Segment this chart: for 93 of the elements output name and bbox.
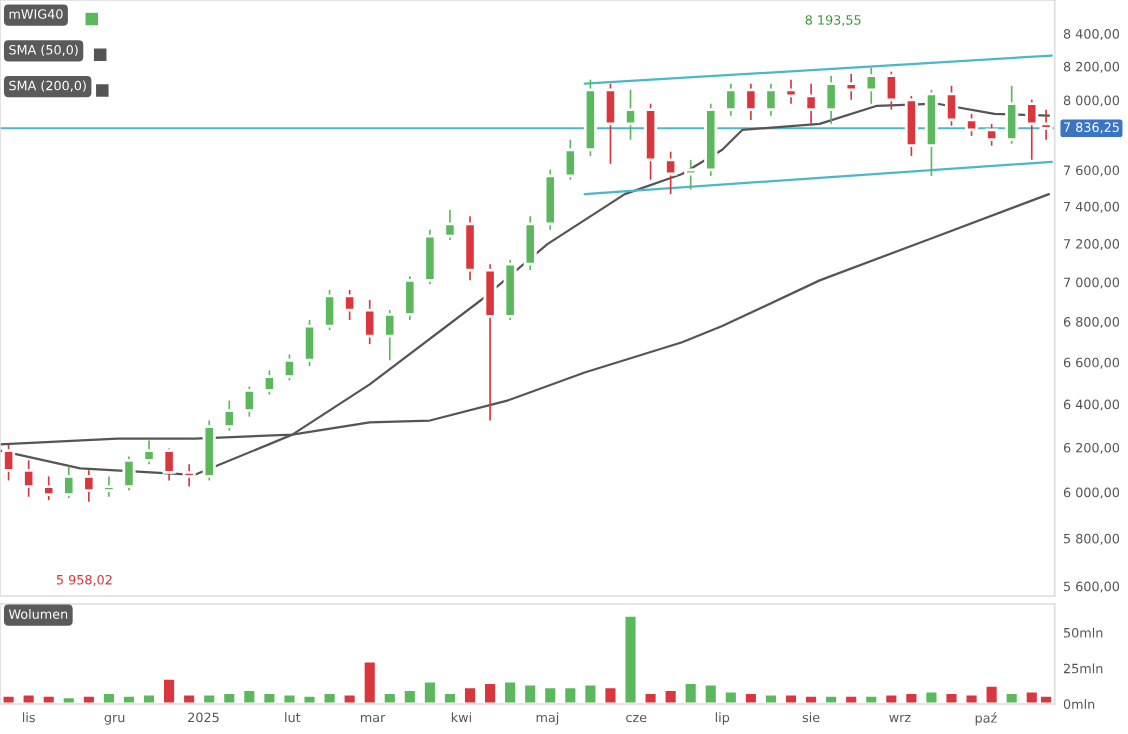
bar (602, 685, 619, 704)
candlestick (724, 82, 738, 117)
bar (863, 694, 880, 704)
candlestick (122, 455, 136, 492)
bar (743, 691, 759, 704)
candlestick (623, 88, 638, 141)
candlestick (242, 385, 256, 418)
bar (763, 692, 779, 704)
bar (562, 685, 579, 704)
bar (923, 689, 940, 704)
candlestick (22, 459, 36, 498)
bar (682, 681, 699, 704)
bar (402, 688, 418, 704)
bar (542, 685, 559, 704)
line-series (0, 102, 1051, 476)
candlestick (543, 169, 557, 231)
bar (181, 692, 197, 704)
candlestick (323, 289, 337, 331)
bar (702, 682, 719, 704)
candlestick (764, 82, 778, 117)
candlestick (2, 443, 16, 482)
bar (442, 691, 458, 704)
bar (1003, 691, 1020, 704)
candlestick (383, 309, 397, 362)
candlestick (343, 289, 357, 321)
bar (81, 694, 97, 704)
bar (241, 688, 258, 704)
candlestick (282, 353, 297, 382)
bar (522, 682, 539, 704)
candlestick (62, 465, 76, 499)
bar (141, 692, 157, 704)
bar (301, 694, 318, 704)
bar (502, 679, 518, 704)
candlestick (684, 159, 698, 191)
candlestick (904, 95, 918, 157)
bar (482, 681, 498, 704)
bar (662, 688, 679, 704)
bar (201, 692, 218, 704)
candlestick (182, 463, 196, 488)
bar (161, 676, 177, 704)
candlestick (463, 215, 477, 282)
bar (462, 685, 478, 704)
candlestick (363, 298, 377, 345)
candlestick (864, 66, 878, 105)
candlestick (784, 78, 798, 105)
bar (722, 689, 739, 704)
bar (261, 691, 278, 704)
bar (943, 691, 960, 704)
bar (903, 691, 920, 704)
candlestick (302, 319, 317, 368)
candlestick (824, 74, 838, 125)
candlestick (1005, 84, 1019, 145)
bar (422, 679, 438, 704)
bar (622, 614, 639, 704)
bar (40, 694, 57, 704)
candlestick (483, 263, 497, 422)
candlestick (403, 275, 417, 321)
candlestick (603, 82, 617, 165)
bar (381, 691, 398, 704)
bar (983, 684, 1000, 704)
bar (321, 691, 338, 704)
bar (0, 694, 17, 704)
candlestick (965, 113, 979, 137)
candlestick (985, 123, 999, 147)
candlestick (102, 475, 116, 498)
bar (843, 694, 860, 704)
bar (582, 682, 599, 704)
bar (121, 694, 137, 704)
candlestick (82, 469, 96, 503)
bar (883, 692, 900, 704)
candlestick (884, 70, 898, 111)
bar (783, 692, 799, 704)
bar (803, 694, 819, 704)
candlestick (262, 369, 276, 396)
candlestick (944, 84, 959, 127)
candlestick (42, 475, 56, 502)
candlestick (523, 215, 537, 271)
bar (221, 691, 238, 704)
candlestick (664, 150, 678, 195)
candlestick (142, 439, 156, 466)
candlestick (744, 82, 758, 121)
candlestick (162, 447, 176, 482)
candlestick (222, 399, 236, 432)
candlestick (804, 82, 818, 125)
candlestick (443, 209, 457, 241)
bar (101, 691, 117, 704)
bar (60, 695, 77, 704)
candlestick (423, 228, 437, 286)
candlestick (563, 138, 577, 181)
bar (642, 691, 659, 704)
candlestick (844, 72, 858, 101)
bar (361, 659, 378, 704)
bar (823, 694, 839, 704)
